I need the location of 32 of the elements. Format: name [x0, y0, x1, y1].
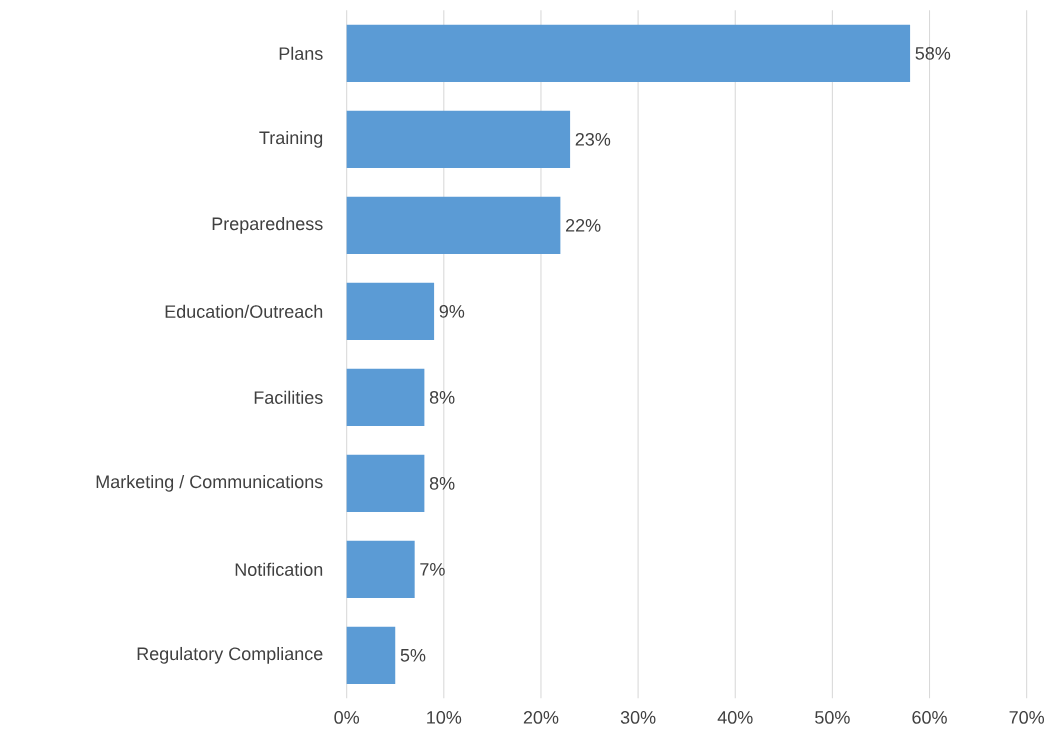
data-label: 7% [420, 563, 445, 576]
data-label: 5% [400, 649, 426, 662]
bar [346, 626, 396, 684]
x-tick-label: 50% [815, 711, 850, 724]
data-label: 23% [575, 132, 611, 146]
y-tick-label: Regulatory Compliance [137, 646, 323, 664]
bar [346, 196, 561, 255]
bar [346, 454, 425, 512]
x-tick-label: 70% [1009, 711, 1045, 724]
y-tick-label: Education/Outreach [165, 304, 323, 318]
x-tick-label: 60% [912, 711, 947, 724]
data-label: 9% [439, 304, 465, 318]
bar [346, 540, 415, 598]
data-label: 8% [429, 390, 455, 404]
x-tick-label: 30% [620, 711, 656, 724]
y-tick-label: Preparedness [212, 216, 323, 234]
data-label: 22% [565, 219, 601, 232]
bar [346, 368, 425, 426]
y-tick-label: Plans [279, 46, 323, 60]
data-label: 8% [429, 476, 455, 490]
y-tick-label: Notification [235, 562, 323, 576]
x-tick-label: 10% [427, 711, 462, 724]
x-tick-label: 20% [523, 711, 559, 724]
x-tick-label: 40% [717, 711, 753, 724]
data-label: 58% [915, 46, 951, 60]
y-tick-label: Training [259, 130, 323, 148]
x-tick-label: 0% [334, 711, 360, 724]
y-tick-label: Facilities [254, 390, 323, 404]
bar [346, 24, 911, 83]
bar [346, 282, 435, 340]
y-tick-label: Marketing / Communications [96, 474, 323, 492]
bar [346, 110, 571, 168]
